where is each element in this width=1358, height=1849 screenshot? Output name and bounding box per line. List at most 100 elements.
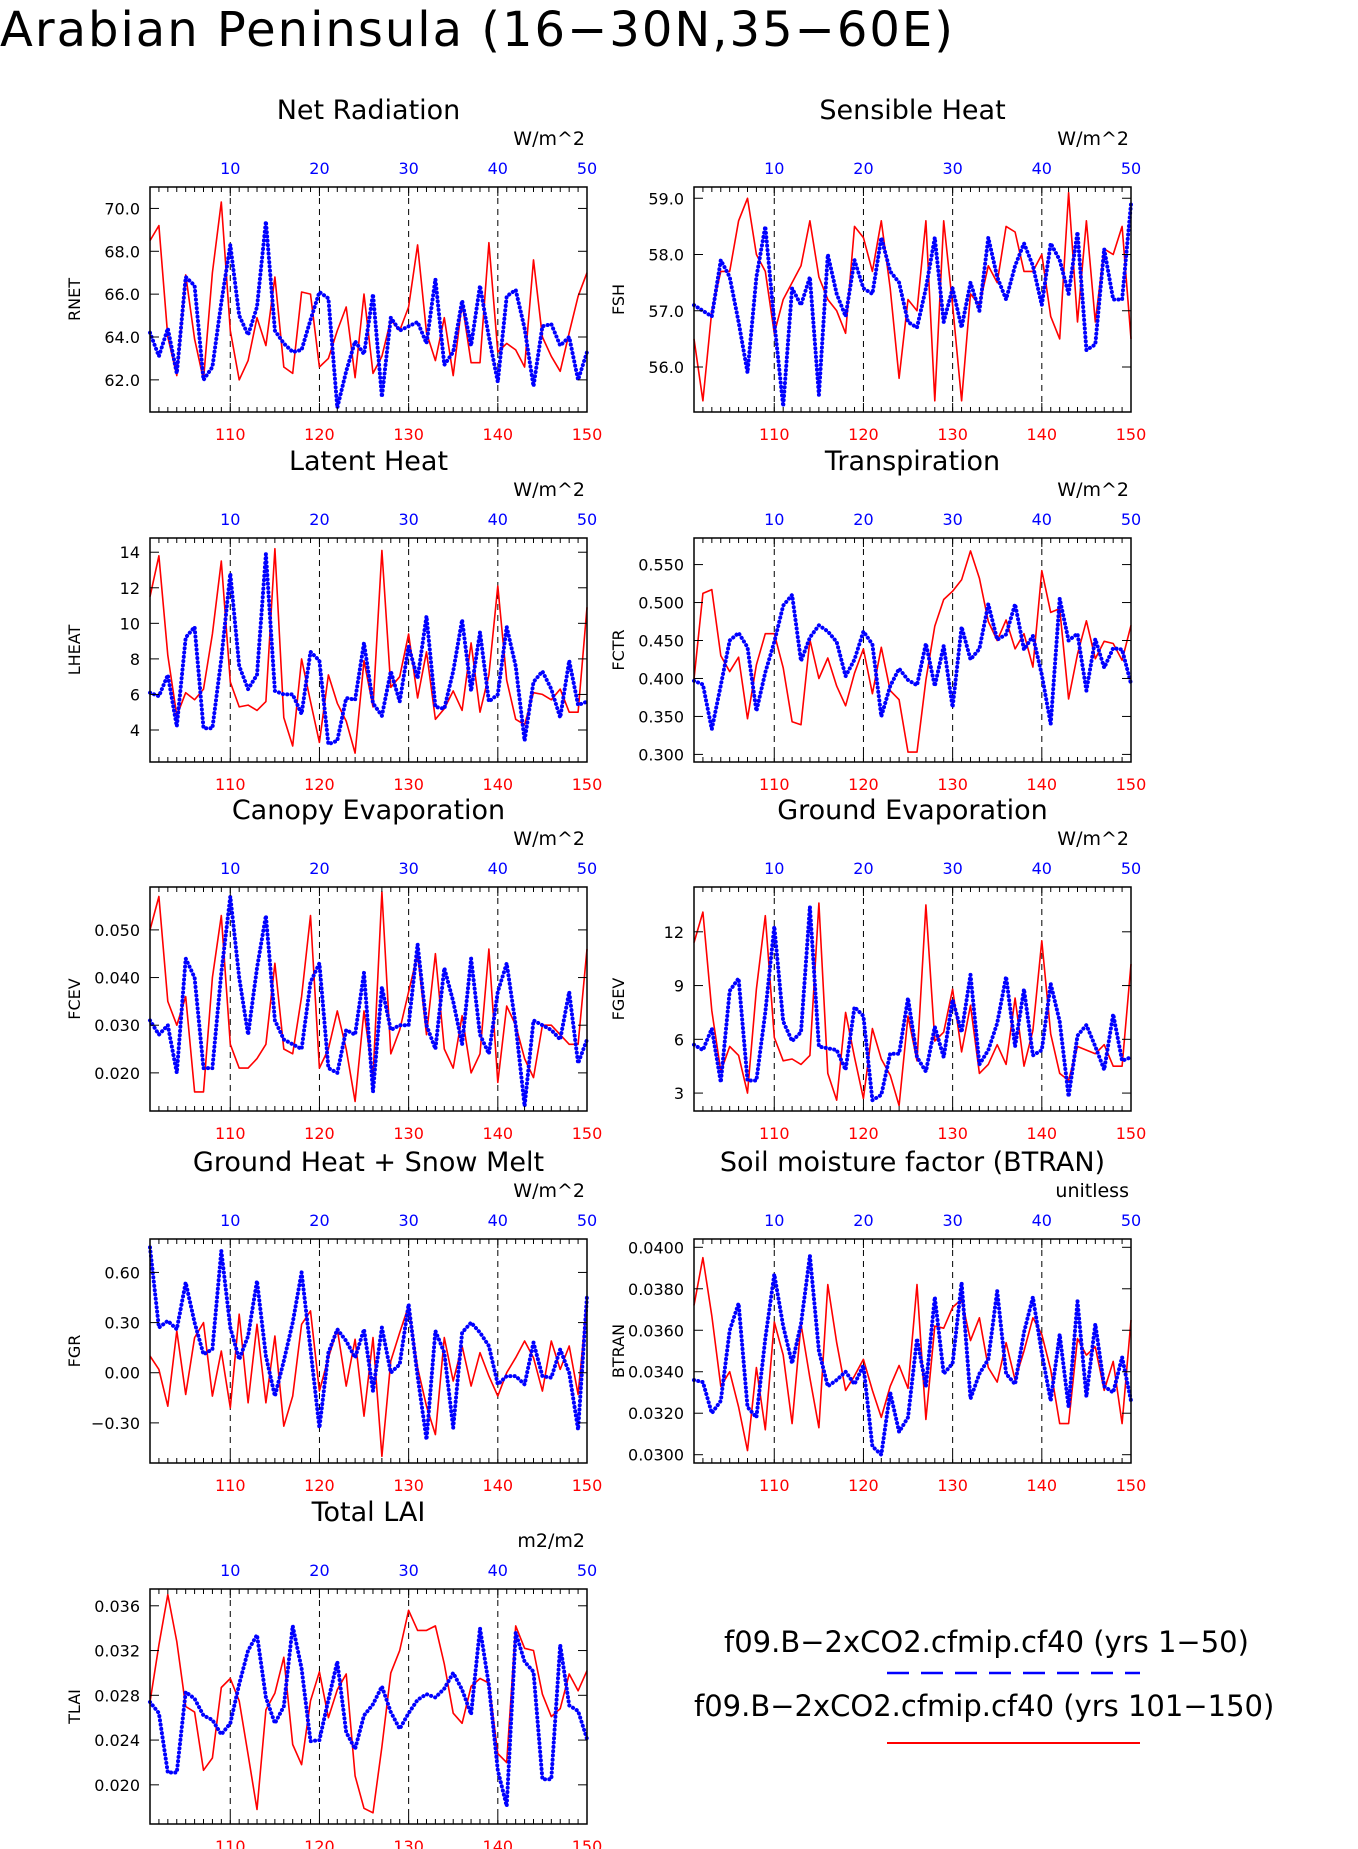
y-tick-label: 0.050 [94,921,140,940]
x-tick-label-bottom: 110 [215,425,246,444]
plot-frame [149,886,588,1112]
y-tick-label: 14 [120,543,140,562]
y-tick-label: 62.0 [104,371,140,390]
plot-frame [693,186,1132,413]
x-tick-label-bottom: 130 [393,1837,424,1849]
y-axis-label: TLAI [65,1689,84,1725]
x-tick-label-bottom: 130 [937,775,968,794]
x-tick-label-bottom: 130 [393,425,424,444]
x-tick-label-top: 40 [488,1561,508,1580]
y-tick-label: 70.0 [104,199,140,218]
y-axis-label: FCTR [609,629,628,670]
plot-frame [149,1588,588,1825]
x-tick-label-top: 50 [577,1561,597,1580]
series-yrs-1-50-line [148,894,589,1109]
x-tick-label-top: 50 [577,859,597,878]
y-tick-label: 0.028 [94,1686,140,1705]
series-yrs-1-50-line [148,552,589,747]
x-tick-label-bottom: 110 [759,425,790,444]
y-tick-label: 0.350 [638,707,684,726]
y-tick-label: 3 [674,1084,684,1103]
x-tick-label-top: 10 [764,1211,784,1230]
x-tick-label-top: 50 [1121,510,1141,529]
x-tick-label-bottom: 110 [759,775,790,794]
x-tick-label-bottom: 150 [572,1476,603,1495]
panel-title: Sensible Heat [819,95,1005,126]
series-yrs-101-150-line [693,1256,1132,1452]
x-tick-label-top: 40 [1032,859,1052,878]
x-tick-label-top: 20 [309,159,329,178]
y-tick-label: 8 [130,650,140,669]
y-axis-label: FCEV [65,978,84,1019]
y-tick-label: 6 [674,1030,684,1049]
x-tick-label-top: 10 [764,159,784,178]
x-tick-label-bottom: 150 [572,1837,603,1849]
chart-panel-2: Sensible Heat W/m^2 110 120 130 140 150 10 20 30 4… [609,95,1146,444]
y-tick-label: 0.020 [94,1776,140,1795]
series-yrs-101-150-line [149,1593,588,1814]
panel-units: W/m^2 [1057,828,1129,850]
plot-frame [693,537,1132,763]
series-yrs-1-50-line [692,592,1133,732]
panel-units: W/m^2 [1057,479,1129,501]
x-tick-label-bottom: 110 [759,1124,790,1143]
x-tick-label-top: 20 [853,859,873,878]
y-tick-label: 64.0 [104,328,140,347]
x-tick-label-top: 20 [309,859,329,878]
legend-entry-early-label: f09.B−2xCO2.cfmip.cf40 (yrs 1−50) [724,1625,1249,1659]
x-tick-label-bottom: 120 [304,1837,335,1849]
x-tick-label-bottom: 150 [572,425,603,444]
y-tick-label: 0.550 [638,556,684,575]
x-tick-label-bottom: 110 [215,1476,246,1495]
y-tick-label: 59.0 [648,189,684,208]
panel-title: Total LAI [311,1497,426,1528]
panel-units: W/m^2 [513,1180,585,1202]
series-yrs-1-50-line [148,219,589,410]
y-tick-label: 0.040 [94,969,140,988]
x-tick-label-bottom: 150 [1116,775,1147,794]
panel-units: W/m^2 [513,828,585,850]
y-tick-label: 0.500 [638,594,684,613]
panel-title: Net Radiation [277,95,461,126]
y-axis-label: FGEV [609,978,628,1021]
x-tick-label-top: 10 [220,859,240,878]
x-tick-label-bottom: 150 [1116,1476,1147,1495]
x-tick-label-bottom: 130 [937,1476,968,1495]
chart-panel-3: Latent Heat W/m^2 110 120 130 140 150 10 20 30 40 5… [65,446,602,794]
y-tick-label: 0.0360 [628,1321,684,1340]
x-tick-label-bottom: 120 [848,1124,879,1143]
y-tick-label: 0.020 [94,1064,140,1083]
x-tick-label-top: 50 [577,159,597,178]
y-tick-label: 0.00 [104,1364,140,1383]
panel-title: Canopy Evaporation [232,795,505,826]
x-tick-label-top: 40 [488,159,508,178]
panel-units: W/m^2 [1057,128,1129,150]
series-yrs-1-50-line [148,1245,589,1442]
x-tick-label-top: 20 [309,1211,329,1230]
panel-title: Latent Heat [289,446,448,477]
x-tick-label-bottom: 150 [572,1124,603,1143]
x-tick-label-top: 20 [309,1561,329,1580]
x-tick-label-bottom: 140 [483,425,514,444]
y-tick-label: 0.024 [94,1731,140,1750]
x-tick-label-bottom: 120 [304,425,335,444]
x-tick-label-bottom: 140 [483,1837,514,1849]
y-tick-label: 0.0300 [628,1446,684,1465]
x-tick-label-bottom: 120 [304,1476,335,1495]
panel-units: W/m^2 [513,128,585,150]
panel-units: W/m^2 [513,479,585,501]
x-tick-label-top: 10 [220,510,240,529]
x-tick-label-top: 10 [764,859,784,878]
x-tick-label-bottom: 130 [393,1124,424,1143]
y-tick-label: 0.400 [638,669,684,688]
x-tick-label-bottom: 140 [1027,1124,1058,1143]
chart-panel-4: Transpiration W/m^2 110 120 130 140 150 10 20 30 4… [609,446,1146,794]
x-tick-label-top: 30 [398,1211,418,1230]
x-tick-label-bottom: 150 [1116,1124,1147,1143]
y-tick-label: 12 [120,579,140,598]
chart-panel-9: Total LAI m2/m2 110 120 130 140 150 10 20 30 40 50 0… [65,1497,602,1849]
y-tick-label: 0.032 [94,1642,140,1661]
y-tick-label: −0.30 [91,1414,140,1433]
series-yrs-1-50-line [692,904,1133,1103]
x-tick-label-top: 40 [1032,159,1052,178]
